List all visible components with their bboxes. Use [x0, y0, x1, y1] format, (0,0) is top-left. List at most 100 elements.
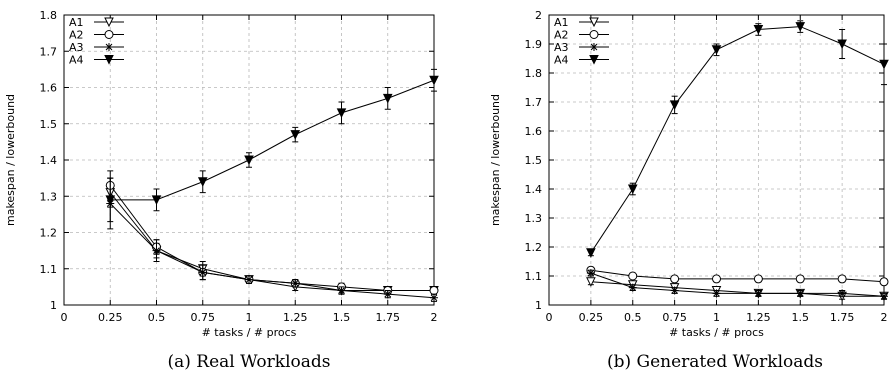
x-tick-label: 1.25	[746, 311, 771, 324]
y-tick-label: 1.2	[40, 227, 58, 240]
x-tick-label: 0.5	[624, 311, 642, 324]
y-tick-label: 1.8	[40, 9, 58, 22]
x-tick-label: 1.75	[376, 311, 401, 324]
data-point-A3	[198, 268, 207, 277]
series-line-A2	[590, 269, 885, 283]
x-tick-label: 1.5	[333, 311, 351, 324]
y-tick-label: 2	[535, 9, 542, 22]
series-A4	[586, 20, 889, 258]
data-point-A3	[152, 246, 161, 255]
x-tick-label: 2	[431, 311, 438, 324]
x-tick-label: 1.5	[792, 311, 810, 324]
data-point-A4	[151, 195, 162, 205]
data-point-A2	[795, 274, 805, 284]
data-point-A2	[879, 277, 889, 287]
x-tick-label: 1	[246, 311, 253, 324]
x-axis-label: # tasks / # procs	[669, 326, 764, 339]
data-point-A3	[586, 269, 595, 278]
data-point-A4	[429, 75, 439, 86]
chart-caption: (a) Real Workloads	[167, 352, 330, 372]
data-point-A3	[754, 289, 763, 298]
series-line-A4	[590, 26, 885, 254]
data-point-A4	[244, 155, 254, 166]
series-line-A4	[110, 79, 435, 201]
data-point-A4	[753, 25, 764, 35]
x-tick-label: 1	[713, 311, 720, 324]
data-point-A3	[838, 289, 847, 298]
data-point-A4	[586, 248, 596, 258]
data-point-A4	[837, 39, 847, 50]
legend-marker-A4	[589, 55, 599, 65]
legend-marker-A1	[589, 17, 599, 28]
x-tick-label: 2	[881, 311, 888, 324]
y-tick-label: 1.6	[40, 82, 58, 95]
legend-label: A4	[554, 54, 569, 67]
legend-marker-A4	[104, 55, 114, 65]
y-tick-label: 1.1	[525, 270, 543, 283]
series-A4	[105, 68, 439, 223]
data-point-A4	[627, 184, 638, 195]
x-tick-label: 0.75	[191, 311, 216, 324]
series-line-A3	[109, 203, 435, 299]
series-line-A1	[109, 192, 434, 291]
data-point-A4	[105, 195, 116, 205]
y-tick-label: 1.8	[525, 67, 543, 80]
y-axis-label: makespan / lowerbound	[4, 94, 17, 226]
data-point-A4	[669, 100, 680, 111]
y-tick-label: 1.4	[525, 183, 543, 196]
data-point-A4	[336, 108, 347, 118]
data-point-A3	[337, 286, 346, 295]
legend-label: A3	[554, 41, 569, 54]
series-line-A1	[590, 281, 884, 297]
series-A3	[586, 269, 888, 301]
data-point-A3	[383, 290, 392, 299]
y-tick-label: 1.5	[40, 118, 58, 131]
legend-label: A2	[554, 29, 569, 42]
chart-caption: (b) Generated Workloads	[607, 352, 823, 372]
y-tick-label: 1.7	[40, 45, 58, 58]
legend-label: A1	[554, 16, 569, 29]
y-tick-label: 1	[50, 299, 57, 312]
y-axis-label: makespan / lowerbound	[489, 94, 502, 226]
y-tick-label: 1.2	[525, 241, 543, 254]
series-line-A3	[590, 272, 885, 297]
data-point-A3	[628, 283, 637, 292]
data-point-A4	[795, 22, 806, 32]
data-point-A3	[291, 279, 300, 288]
legend-label: A3	[69, 41, 84, 54]
data-point-A2	[429, 286, 439, 295]
x-tick-label: 1.25	[283, 311, 308, 324]
series-line-A2	[109, 185, 434, 291]
y-tick-label: 1.5	[525, 154, 543, 167]
data-point-A4	[711, 45, 722, 55]
legend-marker-A3	[105, 43, 113, 51]
y-tick-label: 1.6	[525, 125, 543, 138]
x-tick-label: 0.75	[662, 311, 687, 324]
data-point-A4	[197, 177, 208, 187]
data-point-A2	[712, 274, 721, 284]
chart-1: 1 1.1 1.2 1.3 1.4 1.5 1.6 1.7 1.8 0 0.25 0.5 0.75 1 1.…	[4, 9, 439, 372]
data-point-A3	[245, 275, 253, 284]
x-tick-label: 0.25	[579, 311, 604, 324]
data-point-A3	[430, 293, 438, 302]
legend-label: A2	[69, 29, 84, 42]
data-point-A4	[879, 59, 889, 70]
data-point-A2	[628, 271, 638, 281]
legend-marker-A3	[590, 43, 598, 51]
chart-2: 1 1.1 1.2 1.3 1.4 1.5 1.6 1.7 1.8 1.9 2 0 0.25 0.5 0.7…	[489, 9, 889, 372]
legend-marker-A1	[104, 17, 114, 28]
y-tick-label: 1	[535, 299, 542, 312]
data-point-A4	[382, 93, 393, 104]
data-point-A3	[796, 289, 805, 298]
data-point-A4	[290, 130, 301, 140]
y-tick-label: 1.3	[40, 190, 58, 203]
legend-label: A1	[69, 16, 84, 29]
x-tick-label: 0	[546, 311, 553, 324]
y-tick-label: 1.7	[525, 96, 543, 109]
x-tick-label: 0.25	[98, 311, 123, 324]
y-tick-label: 1.1	[40, 263, 58, 276]
series-A2	[586, 265, 889, 287]
